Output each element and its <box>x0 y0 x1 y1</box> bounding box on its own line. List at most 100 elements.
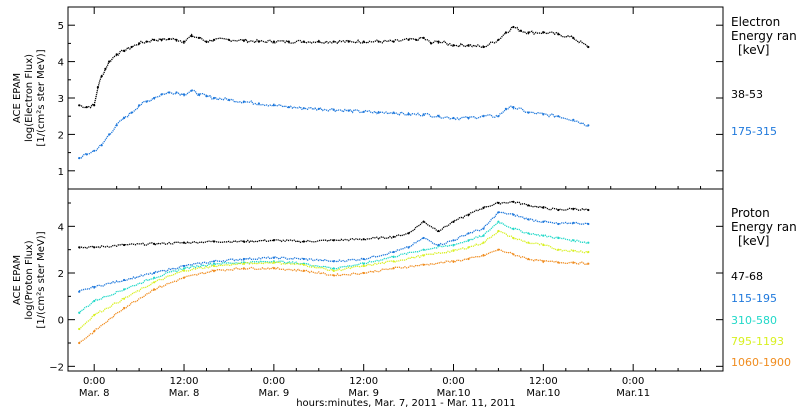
data-point-175-315 <box>257 102 260 105</box>
proton-legend-title-2: Energy ran <box>731 220 797 234</box>
data-point-310-580 <box>78 311 81 314</box>
data-point-310-580 <box>572 239 575 242</box>
x-axis-label: hours:minutes, Mar. 7, 2011 - Mar. 11, 2… <box>296 398 516 409</box>
data-point-1060-1900 <box>302 269 305 272</box>
data-point-38-53 <box>78 104 81 107</box>
data-point-175-315 <box>452 116 455 120</box>
proton-legend-entry-310-580: 310-580 <box>731 314 777 327</box>
xtick-date-label: Mar.10 <box>526 388 560 399</box>
data-point-310-580 <box>512 227 515 230</box>
data-point-175-315 <box>467 116 470 120</box>
data-point-115-195 <box>422 236 425 240</box>
electron-legend-entry-38-53: 38-53 <box>731 88 763 101</box>
data-point-38-53 <box>145 40 148 43</box>
series-175-315 <box>78 89 590 160</box>
data-point-795-1193 <box>392 260 395 263</box>
proton-legend-entry-47-68: 47-68 <box>731 270 763 283</box>
data-point-1060-1900 <box>512 253 515 256</box>
data-point-38-53 <box>257 40 260 43</box>
data-point-1060-1900 <box>153 288 156 291</box>
data-point-175-315 <box>160 93 163 96</box>
data-point-795-1193 <box>587 250 590 254</box>
data-point-115-195 <box>302 257 305 261</box>
proton-y-ticks: −2 0 2 4 <box>49 202 723 373</box>
data-point-47-68 <box>467 213 470 216</box>
data-point-175-315 <box>182 93 186 96</box>
data-point-310-580 <box>153 276 156 279</box>
data-point-175-315 <box>145 100 148 103</box>
data-point-47-68 <box>497 201 500 205</box>
proton-ytick-label: −2 <box>49 362 64 373</box>
electron-ytick-label: 3 <box>58 94 64 105</box>
data-point-310-580 <box>527 232 530 235</box>
xtick-date-label: Mar. 8 <box>79 388 110 399</box>
data-point-38-53 <box>153 38 156 41</box>
data-point-47-68 <box>392 235 395 238</box>
data-point-795-1193 <box>242 262 245 265</box>
data-point-175-315 <box>377 111 380 114</box>
electron-ylabel-line-1: ACE EPAM <box>12 73 23 123</box>
data-point-175-315 <box>527 111 530 114</box>
data-point-115-195 <box>452 239 455 242</box>
data-point-115-195 <box>482 227 485 230</box>
data-point-38-53 <box>212 38 216 41</box>
data-point-1060-1900 <box>242 267 245 270</box>
data-point-47-68 <box>482 206 485 209</box>
data-point-310-580 <box>587 241 590 244</box>
xtick-date-label: Mar. 8 <box>169 388 200 399</box>
data-point-38-53 <box>422 36 425 40</box>
data-point-47-68 <box>302 240 305 243</box>
data-point-38-53 <box>347 40 350 43</box>
data-point-175-315 <box>212 96 216 100</box>
data-point-1060-1900 <box>527 257 530 261</box>
data-point-175-315 <box>437 115 440 118</box>
data-point-175-315 <box>482 115 485 118</box>
data-point-47-68 <box>437 229 440 233</box>
data-point-795-1193 <box>452 249 455 252</box>
data-point-47-68 <box>332 239 335 242</box>
data-point-47-68 <box>557 208 560 212</box>
data-point-795-1193 <box>482 241 485 244</box>
data-point-310-580 <box>362 262 365 265</box>
data-point-38-53 <box>482 45 485 49</box>
proton-plot-frame <box>67 188 724 372</box>
proton-ytick-label: 2 <box>58 269 64 280</box>
data-point-38-53 <box>332 40 335 43</box>
data-point-115-195 <box>212 260 216 263</box>
xtick-time-label: 0:00 <box>442 376 464 387</box>
data-point-38-53 <box>130 45 133 49</box>
data-point-38-53 <box>407 38 410 41</box>
data-point-38-53 <box>572 36 575 40</box>
data-point-38-53 <box>542 31 545 34</box>
data-point-175-315 <box>287 106 290 109</box>
data-point-38-53 <box>168 37 171 41</box>
proton-legend-title-1: Proton <box>731 206 770 220</box>
data-point-175-315 <box>497 115 500 118</box>
data-point-1060-1900 <box>272 267 275 270</box>
proton-ytick-label: 4 <box>58 222 64 233</box>
data-point-38-53 <box>512 25 515 29</box>
data-point-47-68 <box>542 206 545 209</box>
data-point-1060-1900 <box>497 248 500 251</box>
data-point-175-315 <box>123 116 126 120</box>
electron-legend-title-1: Electron <box>731 15 780 29</box>
data-point-795-1193 <box>332 269 335 272</box>
series-795-1193 <box>78 229 590 331</box>
xtick-date-label: Mar. 9 <box>348 388 379 399</box>
data-point-38-53 <box>497 38 500 41</box>
data-point-175-315 <box>153 96 156 100</box>
data-point-38-53 <box>452 44 455 47</box>
data-point-1060-1900 <box>422 263 425 266</box>
series-1060-1900 <box>78 248 590 345</box>
data-point-38-53 <box>467 44 470 47</box>
data-point-795-1193 <box>497 229 500 233</box>
electron-legend-entry-175-315: 175-315 <box>731 125 777 138</box>
data-point-795-1193 <box>78 327 81 331</box>
proton-ylabel-line-3: [1/(cm²s ster MeV)] <box>36 231 47 328</box>
data-point-1060-1900 <box>452 260 455 263</box>
data-point-115-195 <box>527 218 530 221</box>
data-point-175-315 <box>317 107 320 110</box>
data-point-175-315 <box>93 149 96 152</box>
xtick-time-label: 0:00 <box>83 376 105 387</box>
